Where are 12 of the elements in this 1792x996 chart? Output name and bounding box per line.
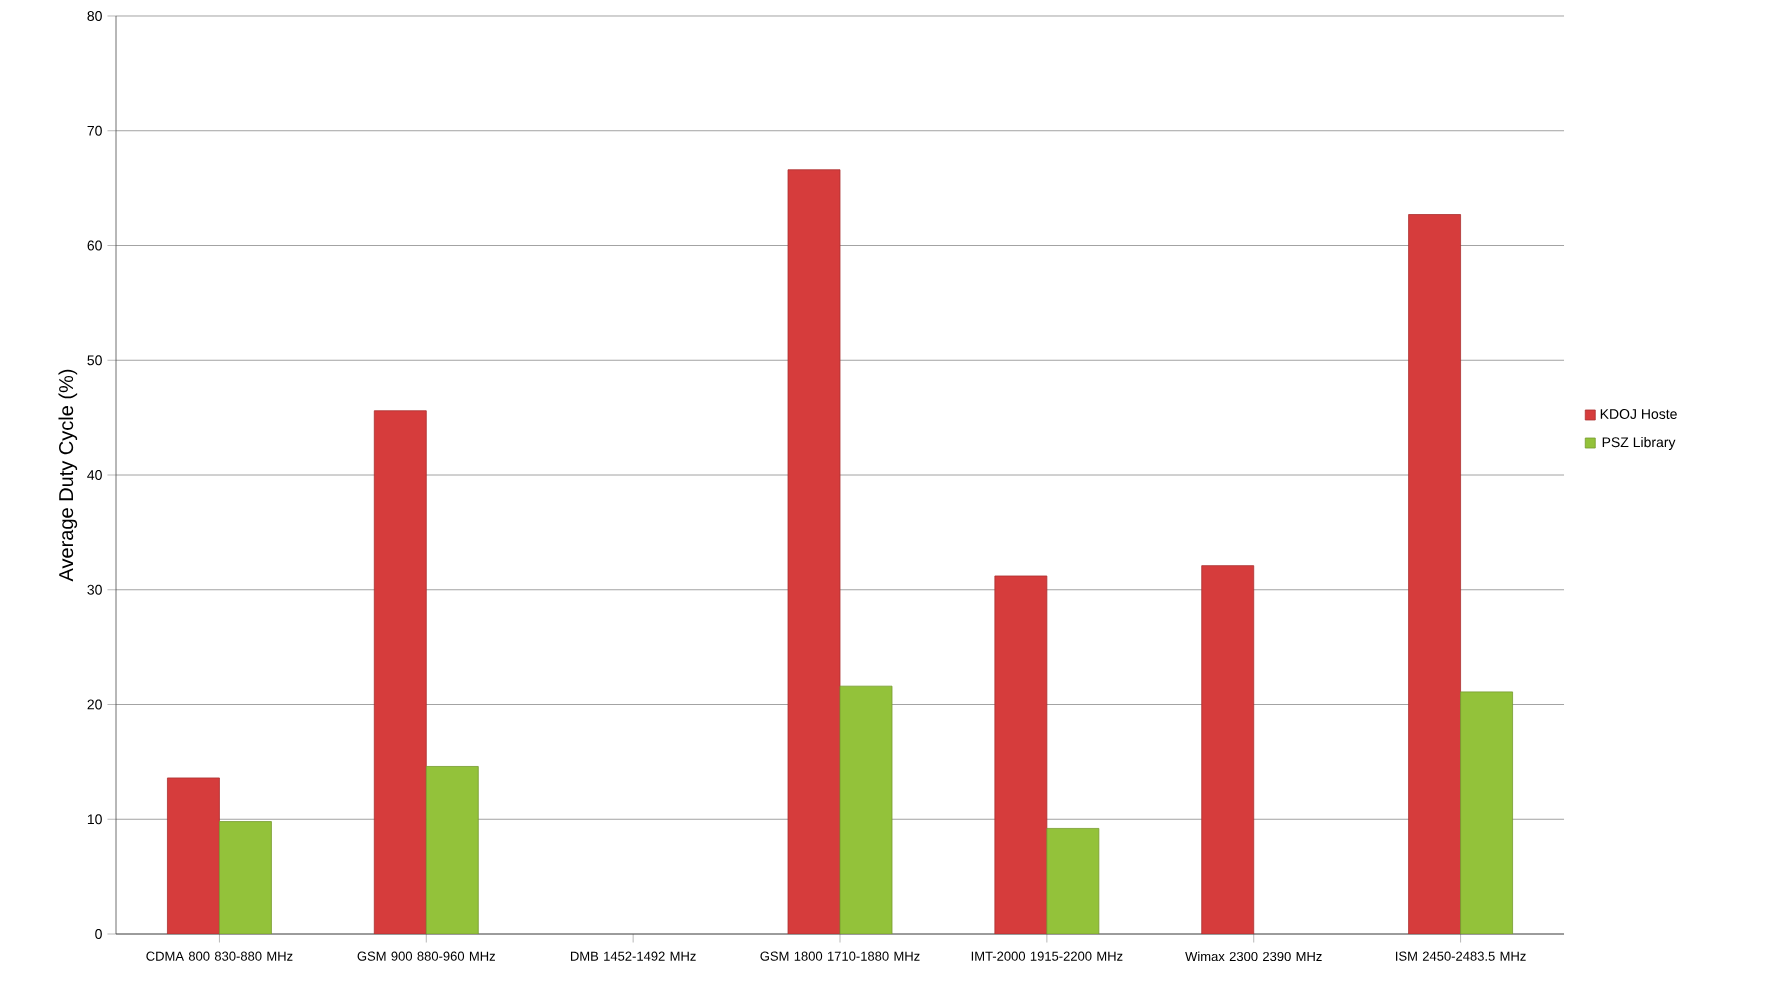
bar <box>1201 565 1255 934</box>
bar <box>1408 214 1461 934</box>
bar <box>373 410 427 934</box>
y-axis-title: Average Duty Cycle (%) <box>58 369 78 582</box>
bar <box>1460 691 1513 934</box>
bar <box>839 685 893 934</box>
bar <box>219 821 272 934</box>
bar <box>1046 828 1100 934</box>
bar <box>994 575 1048 934</box>
bar <box>787 169 841 934</box>
bar <box>167 777 220 934</box>
bar <box>425 766 479 934</box>
